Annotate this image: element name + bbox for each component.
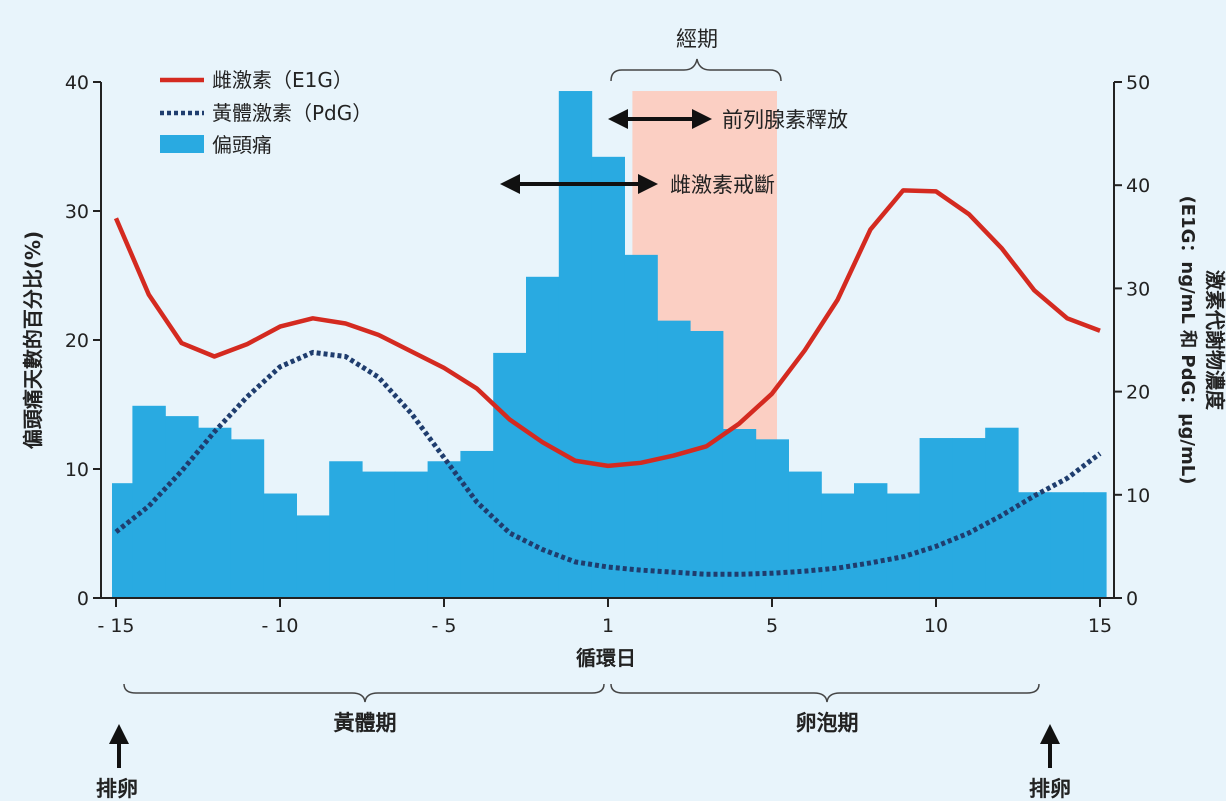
right-tick-label: 10 — [1126, 485, 1150, 507]
migraine-bar — [427, 461, 461, 598]
migraine-bar — [919, 438, 953, 598]
x-axis-title: 循環日 — [576, 646, 636, 670]
left-tick-label: 10 — [65, 459, 89, 481]
left-axis-title: 偏頭痛天數的百分比(%) — [21, 231, 45, 449]
right-tick-label: 50 — [1126, 72, 1150, 94]
migraine-bar — [952, 438, 986, 598]
left-tick-label: 30 — [65, 201, 89, 223]
migraine-bar — [821, 493, 855, 598]
migraine-bar — [493, 352, 527, 598]
right-tick-label: 40 — [1126, 175, 1150, 197]
migraine-bar — [460, 450, 494, 598]
migraine-bar — [854, 483, 888, 598]
hormone-lines — [113, 188, 1102, 577]
migraine-bar — [296, 515, 330, 598]
right-tick-label: 0 — [1126, 588, 1138, 610]
legend: 雌激素（E1G） 黃體激素（PdG） 偏頭痛 — [160, 68, 372, 157]
x-tick-label: 10 — [924, 615, 948, 637]
follicular-label: 卵泡期 — [796, 711, 859, 735]
x-tick-label: 15 — [1088, 615, 1112, 637]
migraine-bar — [362, 471, 396, 598]
luteal-label: 黃體期 — [334, 711, 397, 735]
migraine-bar — [722, 429, 757, 598]
pdg-line — [114, 349, 1102, 577]
migraine-bar — [1018, 492, 1052, 598]
luteal-brace — [123, 683, 605, 703]
migraine-bar — [886, 493, 921, 598]
x-tick-label: 1 — [602, 615, 614, 637]
menses-brace — [610, 58, 782, 82]
right-tick-label: 20 — [1126, 382, 1150, 404]
migraine-bar — [112, 483, 133, 598]
migraine-bar — [230, 439, 265, 598]
follicular-brace — [610, 683, 1040, 703]
migraine-bar — [165, 416, 199, 598]
migraine-bar — [394, 471, 429, 598]
migraine-bar — [1050, 492, 1085, 598]
legend-swatch-migraine — [160, 135, 204, 153]
migraine-bar — [132, 405, 166, 598]
migraine-bar — [690, 330, 724, 598]
x-tick-label: 5 — [766, 615, 778, 637]
migraine-bars — [112, 91, 1107, 599]
legend-label-migraine: 偏頭痛 — [212, 133, 272, 157]
right-axis-title-line1: 激素代謝物濃度 — [1203, 270, 1226, 411]
x-tick-label: - 15 — [97, 615, 134, 637]
migraine-bar — [1083, 492, 1107, 598]
legend-label-pdg: 黃體激素（PdG） — [212, 101, 372, 125]
e1g-line — [113, 188, 1101, 469]
left-tick-label: 40 — [65, 72, 89, 94]
migraine-bar — [624, 254, 658, 599]
x-tick-label: - 5 — [432, 615, 457, 637]
ovulation-label-left: 排卵 — [96, 777, 138, 801]
migraine-bar — [263, 493, 297, 598]
left-tick-label: 0 — [77, 588, 89, 610]
migraine-bar — [198, 427, 232, 598]
left-tick-label: 20 — [65, 330, 89, 352]
ovulation-label-right: 排卵 — [1029, 777, 1071, 801]
migraine-bar — [985, 427, 1019, 598]
migraine-bar — [558, 91, 593, 598]
prostaglandin-label: 前列腺素釋放 — [722, 108, 848, 132]
right-axis-title-line2: (E1G：ng/mL 和 PdG：μg/mL) — [1177, 196, 1198, 485]
migraine-bar — [788, 471, 822, 598]
legend-label-e1g: 雌激素（E1G） — [212, 68, 353, 92]
migraine-bar — [329, 461, 363, 598]
right-tick-label: 30 — [1126, 278, 1150, 300]
migraine-bar — [591, 156, 625, 598]
menses-label: 經期 — [676, 27, 718, 51]
estrogen-withdrawal-label: 雌激素戒斷 — [670, 173, 775, 197]
x-tick-label: - 10 — [261, 615, 298, 637]
